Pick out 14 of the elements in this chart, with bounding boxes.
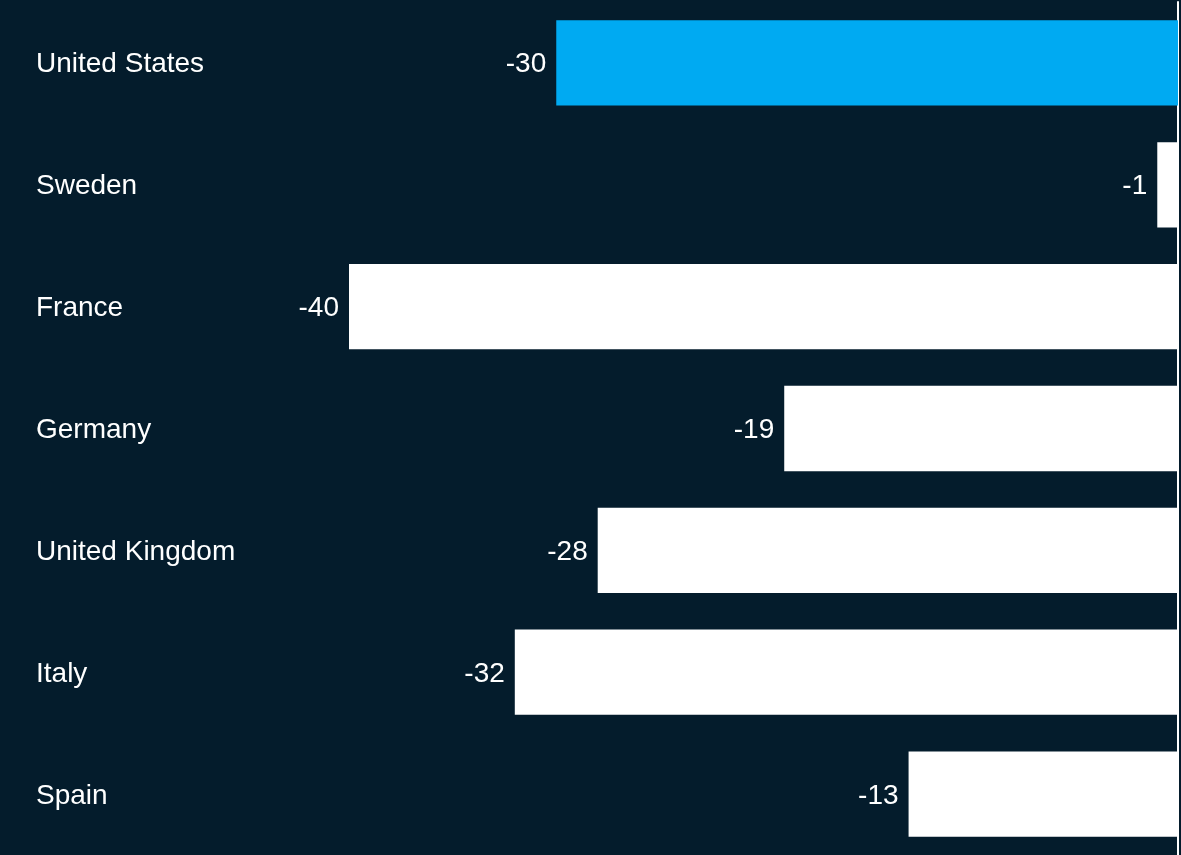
- data-label: -30: [505, 47, 547, 79]
- y-tick-label: France: [36, 291, 124, 323]
- data-label: -40: [298, 291, 339, 323]
- y-tick-label: United Kingdom: [36, 534, 236, 566]
- data-label: -1: [1122, 169, 1148, 201]
- y-tick-label: Sweden: [36, 169, 138, 201]
- data-label: -32: [464, 656, 505, 688]
- y-tick-label: Germany: [36, 413, 152, 444]
- data-label: -13: [858, 778, 899, 810]
- data-label: -28: [547, 534, 588, 566]
- y-tick-label: Spain: [36, 778, 108, 810]
- data-label: -19: [733, 413, 775, 444]
- y-tick-label: United States: [36, 47, 205, 79]
- y-tick-label: Italy: [36, 656, 88, 688]
